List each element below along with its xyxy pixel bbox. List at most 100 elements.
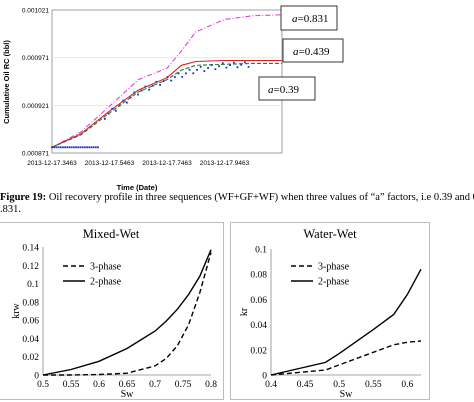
observed-point [210,64,213,66]
x-axis-label: Sw [340,389,354,399]
top-gridlines [52,57,282,106]
observed-point [177,72,180,75]
y-tick-label: 0.1 [255,246,267,256]
y-tick-label: 0 [262,372,267,382]
observed-point [225,66,228,69]
caption-line-1: Oil recovery profile in three sequences … [46,192,474,203]
observed-point [55,146,58,149]
observed-point [199,65,202,68]
observed-point [53,146,56,149]
y-axis-label: kr [239,307,250,316]
y-axis-label: krw [11,302,22,318]
observed-point [151,84,154,87]
observed-point [181,76,184,78]
x-tick-label: 0.45 [297,380,314,390]
x-tick-label: 0.55 [63,380,80,390]
x-tick-label: 0.5 [37,380,49,390]
series-line-3-phase [270,340,422,376]
mixed-wet-panel: Mixed-Wet 0 0.02 0.04 0.06 0.08 0.1 0.12 0.14 0.… [0,222,224,400]
observed-point [188,68,191,71]
top-x-tick-label: 2013-12-17.7463 [142,160,192,167]
annotation-a-039: a=0.39 [258,76,316,101]
y-tick-label: 0.14 [22,244,39,254]
top-y-tick-label: 0.000921 [22,103,49,110]
observed-point [185,72,187,75]
observed-point [173,76,176,78]
top-y-tick-label: 0.000971 [22,55,49,62]
y-tick-label: 0.04 [250,321,267,331]
top-y-tick-label: 0.001021 [22,8,49,15]
top-ylabel: Cumulative Oil RC (bbl) [2,40,11,124]
legend-label-3-phase: 3-phase [90,262,122,273]
observed-point [83,146,86,149]
top-observed-points [51,61,250,149]
annotation-box-0439 [282,38,344,63]
svg-text:a=0.39: a=0.39 [268,84,299,96]
svg-text:a=0.831: a=0.831 [292,13,328,25]
figure-caption: Figure 19: Oil recovery profile in three… [0,192,474,216]
y-tick-label: 0.12 [22,262,39,272]
x-tick-label: 0.8 [205,380,217,390]
observed-point [66,146,69,149]
y-tick-label: 0.06 [250,296,267,306]
observed-point [166,76,169,78]
x-tick-label: 0.75 [175,380,192,390]
top-x-tick-label: 2013-12-17.5463 [85,160,135,167]
observed-point [103,118,106,120]
observed-point [137,93,139,96]
observed-point [107,112,110,115]
observed-point [214,68,217,71]
observed-point [111,107,114,110]
oil-recovery-chart: Cumulative Oil RC (bbl) Time (Date) 0.00… [2,5,344,192]
annotation-a-0831: a=0.831 [280,5,338,31]
observed-point [207,67,209,69]
legend-label-2-phase: 2-phase [90,277,122,288]
series-line-a039 [51,62,282,148]
observed-point [114,109,117,112]
x-tick-label: 0.65 [119,380,136,390]
observed-point [51,146,53,149]
observed-point [140,89,143,92]
observed-point [144,85,147,88]
annotation-value: =0.831 [298,13,329,25]
observed-point [118,104,121,107]
mixed-wet-chart: 0 0.02 0.04 0.06 0.08 0.1 0.12 0.14 0.5 0.55 0.6 0.… [11,244,217,400]
observed-point [243,61,246,64]
observed-point [236,66,239,69]
x-tick-label: 0.6 [93,380,105,390]
annotation-value: =0.39 [274,84,300,96]
x-tick-label: 0.6 [401,380,413,390]
observed-point [126,101,128,104]
observed-point [122,99,125,102]
annotation-prefix: a [292,13,298,25]
series-line-a0439 [51,59,282,148]
observed-point [232,61,235,64]
observed-point [97,146,99,149]
x-tick-label: 0.4 [265,380,277,390]
observed-point [94,146,97,149]
observed-point [203,70,206,72]
observed-point [129,96,132,99]
y-tick-label: 0.02 [250,346,267,356]
observed-point [92,146,95,149]
observed-point [75,146,77,149]
observed-point [64,146,67,149]
observed-point [77,146,80,149]
annotation-value: =0.439 [299,46,330,58]
observed-point [221,62,224,65]
caption-label: Figure 19: [0,192,47,203]
y-tick-label: 0 [34,372,39,382]
x-tick-label: 0.5 [333,380,345,390]
observed-point [88,146,91,149]
observed-point [79,146,82,149]
y-tick-label: 0.08 [250,271,267,281]
observed-point [196,68,198,71]
y-tick-label: 0.1 [27,280,39,290]
x-tick-label: 0.55 [365,380,382,390]
mixed-wet-title: Mixed-Wet [82,227,140,241]
annotation-box-0831 [280,5,338,31]
observed-point [170,79,173,82]
y-tick-label: 0.08 [22,298,39,308]
observed-point [73,146,75,149]
observed-point [86,146,88,149]
